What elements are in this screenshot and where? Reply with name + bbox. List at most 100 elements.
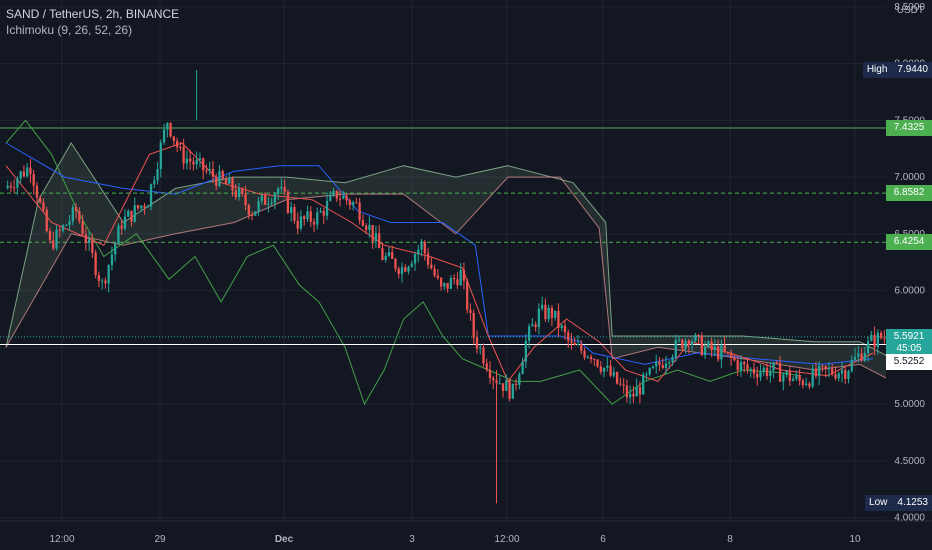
candle-body (78, 211, 81, 222)
candle-body (361, 220, 365, 226)
candle-body (586, 356, 589, 358)
candle-body (208, 168, 211, 171)
candle-body (228, 177, 231, 184)
candle-body (273, 194, 277, 203)
cloud-segment (794, 340, 802, 368)
candle-body (629, 393, 632, 398)
candle-body (140, 205, 143, 209)
candle-body (332, 190, 335, 196)
cloud-segment (410, 167, 417, 205)
price-tick-label: 7.0000 (894, 172, 925, 183)
chart-grid (0, 0, 886, 521)
candle-body (876, 332, 879, 348)
candle-body (156, 168, 159, 181)
candle-body (335, 190, 338, 199)
candle-body (769, 370, 772, 376)
cloud-segment (416, 168, 424, 209)
cloud-segment (384, 169, 391, 195)
candle-body (13, 187, 16, 189)
ichimoku-cloud (5, 142, 926, 382)
cloud-segment (612, 335, 619, 359)
candle-body (625, 385, 629, 398)
candle-body (798, 375, 801, 381)
cloud-segment (90, 172, 98, 240)
candle-body (482, 347, 485, 364)
candle-body (756, 373, 759, 378)
candle-body (883, 337, 886, 339)
candle-body (736, 360, 739, 371)
candle-body (866, 340, 870, 354)
candle-body (710, 341, 713, 350)
cloud-segment (468, 172, 476, 220)
candle-body (319, 211, 322, 213)
cloud-segment (208, 180, 215, 228)
candle-body (824, 365, 827, 370)
candle-body (195, 159, 198, 165)
candle-body (104, 280, 107, 284)
cloud-segment (625, 335, 632, 356)
candle-body (381, 248, 384, 260)
candle-body (821, 365, 824, 367)
indicator-label[interactable]: Ichimoku (9, 26, 52, 26) (6, 23, 133, 37)
candle-body (723, 345, 726, 352)
candle-body (143, 205, 146, 208)
candle-body (570, 340, 573, 343)
candle-body (224, 178, 228, 184)
cloud-segment (188, 184, 196, 232)
candle-body (697, 334, 700, 336)
candle-body (74, 207, 78, 212)
candle-body (661, 364, 664, 368)
candle-body (97, 275, 101, 281)
candle-body (234, 190, 237, 198)
cloud-segment (182, 185, 189, 233)
candle-body (52, 240, 55, 249)
candle-body (746, 364, 749, 370)
candle-body (547, 307, 550, 320)
cloud-segment (214, 179, 222, 227)
cloud-segment (103, 192, 111, 243)
price-tick-label: 4.0000 (894, 513, 925, 524)
candle-body (805, 383, 808, 386)
candle-body (39, 197, 42, 203)
candle-body (127, 210, 130, 217)
cloud-segment (195, 183, 202, 231)
candle-body (172, 136, 175, 141)
candle-body (35, 185, 39, 198)
candle-body (602, 367, 606, 372)
cloud-segment (312, 179, 319, 198)
symbol-title[interactable]: SAND / TetherUS, 2h, BINANCE (6, 7, 180, 21)
candle-body (801, 380, 805, 386)
candlestick-series (6, 69, 886, 504)
cloud-segment (221, 178, 228, 225)
candle-body (9, 185, 13, 188)
candle-body (286, 191, 290, 213)
candle-body (397, 268, 400, 275)
bar-countdown: 45:05 (896, 342, 922, 354)
candle-body (749, 368, 752, 370)
candle-body (48, 231, 52, 241)
cloud-segment (579, 190, 587, 212)
cloud-segment (45, 177, 52, 280)
candle-body (61, 225, 65, 231)
candle-body (192, 161, 195, 165)
candle-body (117, 225, 120, 244)
cloud-segment (325, 180, 332, 196)
cloud-segment (97, 182, 104, 241)
cloud-segment (442, 174, 450, 229)
cloud-segment (38, 188, 46, 291)
cloud-segment (657, 335, 665, 349)
candle-body (198, 158, 202, 160)
cloud-segment (371, 173, 378, 195)
candle-body (479, 347, 482, 349)
candle-body (879, 332, 883, 338)
candle-body (580, 344, 583, 351)
candle-body (811, 368, 814, 387)
candle-body (720, 345, 723, 360)
cloud-segment (51, 165, 59, 268)
time-tick-label: Dec (275, 534, 294, 545)
candle-body (847, 371, 850, 379)
candle-body (436, 275, 439, 278)
candle-body (342, 195, 345, 199)
cloud-segment (403, 165, 411, 200)
